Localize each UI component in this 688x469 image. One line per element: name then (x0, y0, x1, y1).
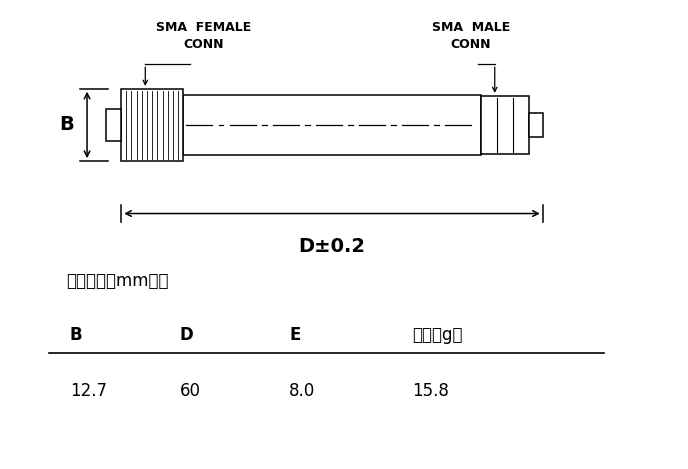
Text: 重量（g）: 重量（g） (413, 326, 463, 344)
Text: B: B (70, 326, 83, 344)
Text: 12.7: 12.7 (70, 382, 107, 400)
Bar (481, 96, 529, 154)
Text: 8.0: 8.0 (289, 382, 315, 400)
Bar (106, 109, 121, 141)
Bar (529, 113, 543, 136)
Text: D: D (180, 326, 193, 344)
Text: 15.8: 15.8 (413, 382, 449, 400)
Bar (121, 89, 183, 161)
Text: E: E (289, 326, 301, 344)
Text: 60: 60 (180, 382, 200, 400)
Text: B: B (59, 115, 74, 135)
Text: SMA  FEMALE
CONN: SMA FEMALE CONN (156, 22, 251, 52)
Text: D±0.2: D±0.2 (299, 237, 365, 256)
Text: SMA  MALE
CONN: SMA MALE CONN (431, 22, 510, 52)
Text: 外观尺尺（mm）：: 外观尺尺（mm）： (67, 272, 169, 290)
Bar (183, 95, 481, 155)
